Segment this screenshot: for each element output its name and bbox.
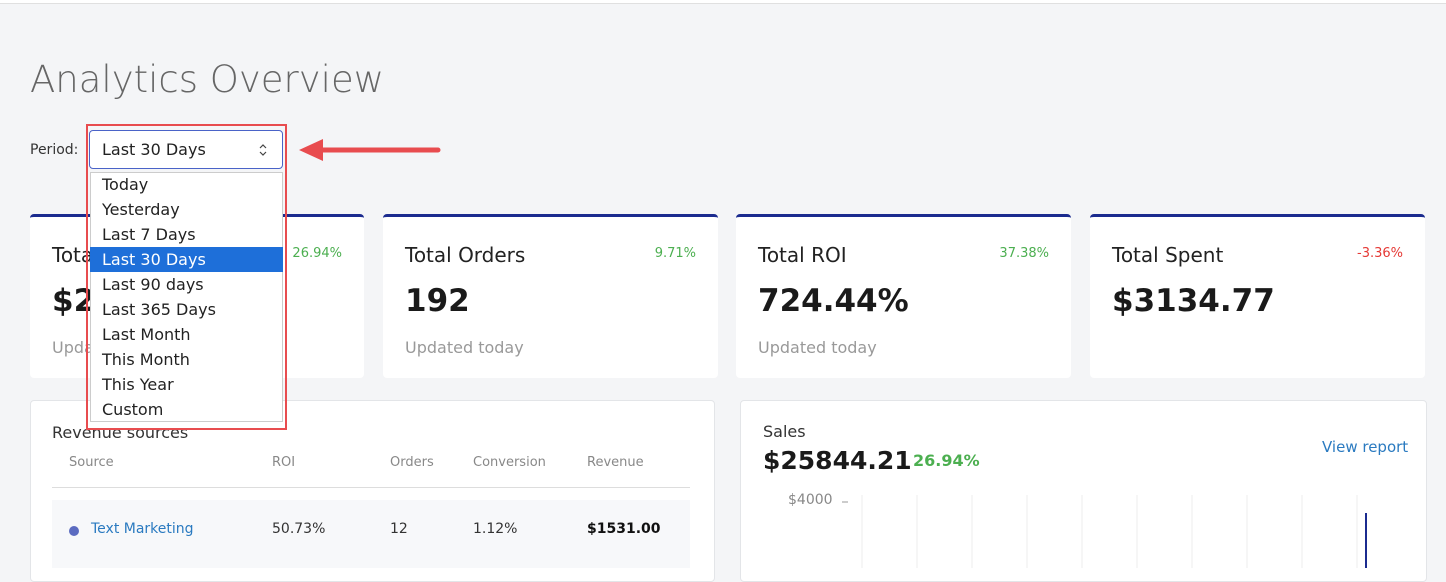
sales-change: 26.94% — [913, 451, 980, 470]
period-select[interactable]: Last 30 Days — [89, 130, 283, 169]
highlight-box — [86, 124, 287, 430]
dropdown-option[interactable]: Custom — [102, 400, 164, 419]
dropdown-option[interactable]: Last 30 Days — [90, 247, 283, 272]
dropdown-option[interactable]: Last 365 Days — [102, 300, 216, 319]
card-title: Total Orders — [405, 243, 526, 267]
dropdown-option[interactable]: This Month — [102, 350, 190, 369]
card-note: Updated today — [758, 338, 877, 357]
dropdown-list — [90, 172, 283, 422]
period-label: Period: — [30, 142, 79, 158]
divider — [52, 487, 690, 488]
table-cell: 50.73% — [272, 521, 326, 537]
table-cell: $1531.00 — [587, 521, 661, 537]
card-change: -3.36% — [1357, 246, 1403, 261]
card: Total Spent -3.36% $3134.77 — [1090, 214, 1425, 378]
table-header: Conversion — [473, 455, 546, 470]
y-tick-label: $4000 — [788, 492, 833, 508]
select-icon — [259, 144, 267, 156]
sales-title: Sales — [763, 422, 806, 441]
dropdown-option[interactable]: Last Month — [102, 325, 191, 344]
card-title: Total ROI — [758, 243, 847, 267]
card-change: 9.71% — [654, 246, 696, 261]
source-dot — [69, 526, 79, 536]
card-value: 724.44% — [758, 283, 909, 319]
annotation-arrow — [299, 139, 441, 161]
card-value: $3134.77 — [1112, 283, 1275, 319]
card-value: 192 — [405, 283, 470, 319]
table-header: ROI — [272, 455, 296, 470]
table-header: Revenue — [587, 455, 644, 470]
card-change: 26.94% — [292, 246, 342, 261]
table-cell: 12 — [390, 521, 408, 537]
card-change: 37.38% — [999, 246, 1049, 261]
table-cell[interactable]: Text Marketing — [91, 521, 194, 537]
dropdown-option[interactable]: Last 7 Days — [102, 225, 196, 244]
sales-chart — [842, 495, 1367, 568]
dropdown-option[interactable]: Last 90 days — [102, 275, 204, 294]
card: Total ROI 37.38% 724.44% Updated today — [736, 214, 1071, 378]
table-cell: 1.12% — [473, 521, 518, 537]
top-bar — [0, 0, 1446, 4]
dropdown-option[interactable]: This Year — [102, 375, 174, 394]
table-header: Orders — [390, 455, 434, 470]
sales-total: $25844.21 — [763, 446, 912, 475]
card: Total Orders 9.71% 192 Updated today — [383, 214, 718, 378]
dropdown-option[interactable]: Today — [102, 175, 149, 194]
page-title: Analytics Overview — [30, 58, 384, 101]
dropdown-option[interactable]: Yesterday — [102, 200, 180, 219]
card-note: Updated today — [405, 338, 524, 357]
table-header: Source — [69, 455, 114, 470]
table-row — [52, 500, 690, 568]
view-report-link[interactable]: View report — [1322, 438, 1409, 456]
card-title: Total Spent — [1112, 243, 1224, 267]
select-value: Last 30 Days — [102, 140, 206, 159]
